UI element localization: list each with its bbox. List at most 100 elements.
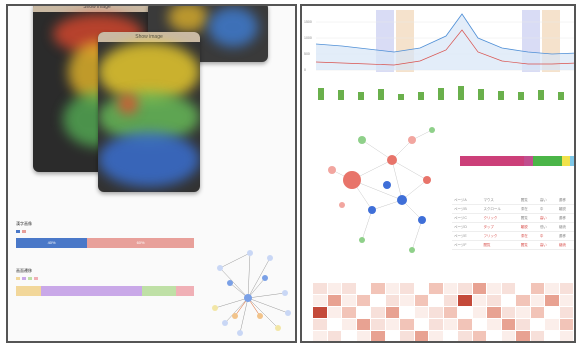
line-series-blue [315, 13, 574, 55]
table-cell: 継続 [556, 240, 574, 250]
y-tick: 1500 [304, 20, 312, 24]
graph-node [397, 195, 407, 205]
graph-node [409, 247, 415, 253]
table-cell: 高い [537, 213, 557, 223]
y-tick: 1000 [304, 36, 312, 40]
graph-node [368, 206, 376, 214]
table-cell: 閲覧 [518, 213, 538, 223]
graph-node [227, 280, 233, 286]
table-row: ページC クリック 閲覧 高い 遷移 [452, 213, 574, 223]
graph-node [285, 310, 291, 316]
table-cell: 離脱 [518, 222, 538, 232]
y-tick: 0 [304, 68, 306, 72]
graph-node [244, 294, 252, 302]
bar-segment: 40% [16, 238, 88, 248]
graph-node [429, 127, 435, 133]
legend-swatch [16, 277, 20, 280]
graph-node [423, 176, 431, 184]
heat-spot [98, 132, 200, 187]
table-cell: 継続 [556, 222, 574, 232]
graph-node [408, 136, 416, 144]
table-row: ページE フリック 滞在中遷移 [452, 231, 574, 241]
line-series-red [315, 29, 574, 66]
table-cell: 離脱 [556, 204, 574, 214]
graph-node [232, 313, 238, 319]
bar-segment: 60% [87, 238, 194, 248]
stacked-bar-2 [16, 286, 194, 296]
table-cell: ページB [452, 204, 482, 214]
screenshot-title: Show image [33, 6, 161, 12]
table-cell: 閲覧 [518, 196, 538, 205]
bar-segment [460, 156, 524, 166]
table-row: ページA マウス 閲覧 高い 遷移 [452, 196, 574, 205]
table-cell: 遷移 [556, 213, 574, 223]
table-cell: スクロール [481, 204, 519, 214]
bar-group-1-legend [16, 229, 27, 234]
table-cell: ページD [452, 222, 482, 232]
bar-group-1-label: 漢字画像 [16, 221, 32, 226]
stacked-bar-1: 40% 60% [16, 238, 194, 248]
table-cell: マウス [481, 196, 519, 205]
table-cell: クリック [481, 213, 519, 223]
bar-segment [40, 286, 143, 296]
bar-segment [533, 156, 563, 166]
graph-node [418, 216, 426, 224]
right-panel: 1500 1000 500 0 [300, 4, 576, 343]
table-cell: ページF [452, 240, 482, 250]
table-row: ページB スクロール 滞在中離脱 [452, 204, 574, 214]
graph-node [217, 265, 223, 271]
bar-segment [16, 286, 41, 296]
left-panel: Show image Show image 漢字画像 40% 60% 画面遷移 [6, 4, 297, 343]
heatmap-row [312, 318, 574, 331]
graph-node [343, 171, 361, 189]
table-cell: ページC [452, 213, 482, 223]
graph-node [359, 237, 365, 243]
line-chart: 1500 1000 500 0 [304, 10, 574, 100]
table-cell: 閲覧 [518, 240, 538, 250]
table-cell: 遷移 [556, 196, 574, 205]
graph-node [247, 250, 253, 256]
legend-swatch [16, 230, 20, 233]
table-row: ページF 閲覧 閲覧 高い 継続 [452, 240, 574, 250]
heatmap-row [312, 306, 574, 319]
network-graph-small [212, 250, 291, 336]
screenshot-title: Show image [98, 32, 200, 42]
legend-swatch [28, 277, 33, 280]
table-cell: 滞在 [518, 204, 538, 214]
graph-node [328, 166, 336, 174]
heatmap-row [312, 294, 574, 307]
heatmap-table [312, 282, 574, 341]
bar-segment [570, 156, 574, 166]
graph-node [262, 275, 268, 281]
graph-node [212, 305, 218, 311]
table-row: ページD タップ 離脱 低い 継続 [452, 222, 574, 232]
legend-swatch [22, 230, 27, 233]
table-cell: ページE [452, 231, 482, 241]
data-table: ページA マウス 閲覧 高い 遷移 ページB スクロール 滞在中離脱 ページC クリック 閲覧高… [452, 196, 574, 250]
legend-swatch [34, 277, 39, 280]
table-cell: 遷移 [556, 231, 574, 241]
graph-node [237, 330, 243, 336]
graph-node [267, 255, 273, 261]
stacked-bar-right [460, 156, 574, 166]
table-cell: 閲覧 [481, 240, 519, 250]
graph-node [222, 320, 228, 326]
graph-node [387, 155, 397, 165]
table-cell: 低い [537, 222, 557, 232]
graph-node [282, 290, 288, 296]
bar-group-2-label: 画面遷移 [16, 268, 32, 273]
graph-node [275, 325, 281, 331]
graph-node [383, 181, 391, 189]
bar-series [318, 86, 564, 100]
bar-segment [523, 156, 534, 166]
heat-spot [118, 94, 138, 114]
area-series [316, 14, 574, 70]
graph-node [339, 202, 345, 208]
table-cell: 高い [537, 240, 557, 250]
table-cell: フリック [481, 231, 519, 241]
graph-node [257, 313, 263, 319]
table-cell: タップ [481, 222, 519, 232]
bar-segment [562, 156, 571, 166]
bar-segment [142, 286, 177, 296]
table-cell: 滞在 [518, 231, 538, 241]
